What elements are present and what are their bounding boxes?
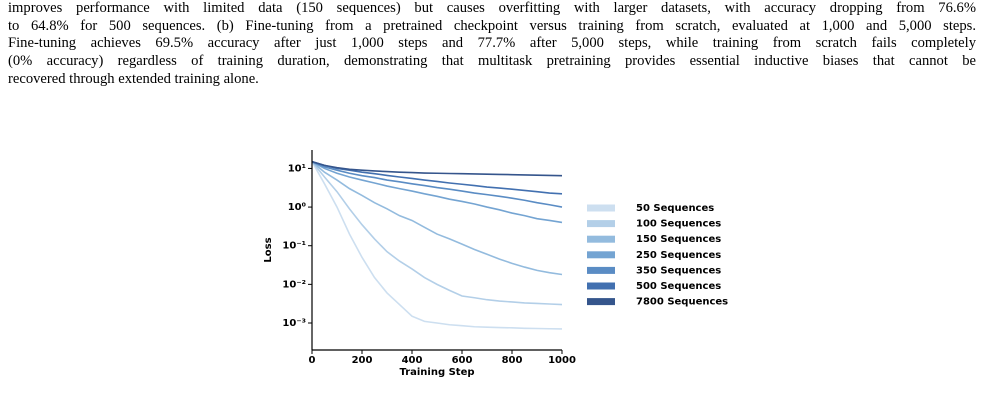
legend-swatch — [587, 235, 615, 243]
x-tick-label: 400 — [402, 355, 423, 366]
y-tick-label: 10¹ — [288, 163, 306, 174]
x-tick-label: 800 — [502, 355, 523, 366]
y-tick-label: 10⁰ — [288, 202, 306, 213]
x-tick-label: 1000 — [548, 355, 576, 366]
loss-line — [311, 161, 563, 306]
x-tick-label: 0 — [309, 355, 316, 366]
legend-swatch — [587, 266, 615, 274]
y-tick-label: 10⁻³ — [282, 318, 306, 329]
y-tick-label: 10⁻¹ — [282, 241, 306, 252]
loss-line — [311, 160, 563, 208]
text-line: improves performance with limited data (… — [8, 0, 976, 16]
loss-line — [311, 161, 563, 330]
loss-line — [311, 160, 563, 224]
legend-swatch — [587, 298, 615, 306]
legend-swatch — [587, 220, 615, 228]
loss-line — [311, 160, 563, 177]
legend-label: 500 Sequences — [636, 281, 721, 292]
paragraph: improves performance with limited data (… — [8, 0, 976, 89]
text-line: recovered through extended training alon… — [8, 70, 259, 87]
y-tick-label: 10⁻² — [282, 279, 306, 290]
legend-label: 100 Sequences — [636, 219, 721, 230]
legend-swatch — [587, 282, 615, 290]
text-line: to 64.8% for 500 sequences. (b) Fine-tun… — [8, 17, 976, 34]
legend-label: 7800 Sequences — [636, 297, 728, 308]
legend-label: 150 Sequences — [636, 234, 721, 245]
legend-label: 250 Sequences — [636, 250, 721, 261]
text-line: Fine-tuning achieves 69.5% accuracy afte… — [8, 35, 976, 52]
x-axis-label: Training Step — [399, 367, 474, 378]
text-line: (0% accuracy) regardless of training dur… — [8, 53, 976, 70]
loss-line — [311, 161, 563, 276]
legend-swatch — [587, 251, 615, 259]
legend-swatch — [587, 204, 615, 212]
legend-label: 350 Sequences — [636, 265, 721, 276]
y-axis-label: Loss — [263, 237, 274, 262]
x-tick-label: 200 — [352, 355, 373, 366]
x-tick-label: 600 — [452, 355, 473, 366]
loss-line — [311, 160, 563, 195]
legend-label: 50 Sequences — [636, 203, 714, 214]
